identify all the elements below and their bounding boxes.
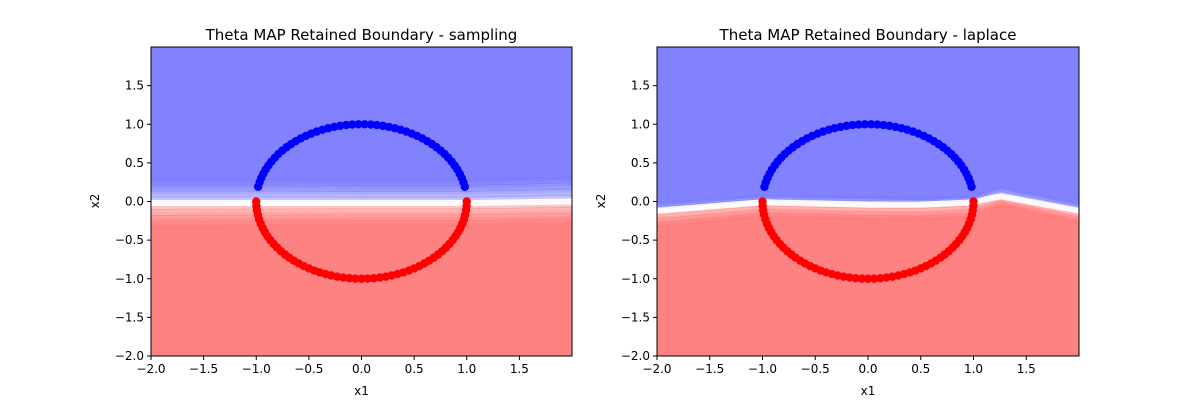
- laplace-upper-contour-band: [657, 191, 1079, 211]
- sampling-contour-line: [151, 207, 572, 210]
- sampling-contour-line: [151, 176, 572, 181]
- laplace-lower-contour-band: [657, 196, 1079, 219]
- x-tick-label: −0.5: [294, 362, 323, 376]
- y-tick-label: −1.5: [621, 310, 650, 324]
- sampling-contour-line: [151, 188, 572, 192]
- laplace-contour-line: [657, 186, 1079, 204]
- laplace-contour-line: [657, 203, 1079, 224]
- laplace-contour-line: [657, 200, 1079, 220]
- y-tick-label: −1.0: [115, 272, 144, 286]
- data-point: [363, 274, 372, 283]
- data-point: [969, 197, 978, 206]
- data-point: [879, 120, 888, 130]
- x-tick-label: −1.0: [748, 362, 777, 376]
- y-tick-label: −0.5: [621, 233, 650, 247]
- data-point: [760, 182, 769, 191]
- x-tick-label: −1.0: [242, 362, 271, 376]
- sampling-decision-boundary: [151, 198, 572, 207]
- y-tick-label: −1.0: [621, 272, 650, 286]
- sampling-contour-line: [151, 182, 572, 186]
- laplace-contour-line: [657, 191, 1079, 208]
- y-tick-label: 1.5: [631, 79, 650, 93]
- x-tick-label: 1.5: [1017, 362, 1036, 376]
- x-tick-label: 0.5: [911, 362, 930, 376]
- y-tick-label: 0.0: [631, 195, 650, 209]
- data-point: [860, 120, 870, 129]
- x-tick-label: −1.5: [695, 362, 724, 376]
- data-point: [863, 274, 873, 283]
- y-tick-label: −2.0: [115, 349, 144, 363]
- x-tick-label: 1.0: [457, 362, 476, 376]
- y-tick-label: 1.0: [631, 117, 650, 131]
- laplace-series-blue: [760, 120, 976, 191]
- data-point: [851, 274, 860, 283]
- laplace-ylabel: x2: [594, 194, 608, 209]
- sampling-plot-area: [151, 47, 572, 356]
- laplace-decision-boundary: [657, 193, 1079, 214]
- data-point: [357, 274, 366, 283]
- y-tick-label: −0.5: [115, 233, 144, 247]
- sampling-contour-line: [151, 195, 572, 198]
- sampling-ylabel: x2: [88, 194, 102, 209]
- y-tick-label: 0.0: [125, 195, 144, 209]
- data-point: [876, 274, 885, 283]
- data-point: [354, 120, 363, 129]
- sampling-contour-line: [151, 218, 572, 222]
- sampling-contour-line: [151, 224, 572, 229]
- data-point: [339, 273, 348, 282]
- data-point: [345, 274, 354, 283]
- x-tick-label: −2.0: [642, 362, 671, 376]
- data-point: [848, 120, 857, 130]
- x-tick-label: 1.5: [510, 362, 529, 376]
- data-point: [372, 120, 382, 130]
- y-tick-label: 1.5: [125, 79, 144, 93]
- x-tick-label: 1.0: [964, 362, 983, 376]
- data-point: [873, 120, 882, 129]
- x-tick-label: −1.5: [189, 362, 218, 376]
- data-point: [351, 274, 360, 283]
- laplace-contour-line: [657, 188, 1079, 206]
- laplace-upper-contour-band: [657, 190, 1079, 211]
- data-point: [462, 197, 471, 206]
- data-point: [869, 274, 879, 283]
- data-point: [360, 120, 369, 129]
- y-tick-label: 1.0: [125, 117, 144, 131]
- data-point: [854, 120, 863, 129]
- y-tick-label: 0.5: [631, 156, 650, 170]
- x-tick-label: 0.5: [405, 362, 424, 376]
- x-tick-label: 0.0: [352, 362, 371, 376]
- y-tick-label: −1.5: [115, 310, 144, 324]
- x-tick-label: −0.5: [801, 362, 830, 376]
- laplace-contour-line: [657, 205, 1079, 228]
- sampling-xlabel: x1: [354, 384, 369, 398]
- sampling-series-blue: [253, 120, 470, 191]
- y-tick-label: −2.0: [621, 349, 650, 363]
- laplace-upper-region: [657, 47, 1079, 211]
- sampling-series-red: [252, 197, 471, 283]
- laplace-xlabel: x1: [861, 384, 876, 398]
- data-point: [857, 274, 867, 283]
- laplace-plot-area: [657, 47, 1079, 356]
- y-tick-label: 0.5: [125, 156, 144, 170]
- data-point: [885, 121, 894, 131]
- laplace-series-red: [758, 197, 978, 283]
- sampling-contour-line: [151, 212, 572, 216]
- x-tick-label: −2.0: [136, 362, 165, 376]
- laplace-upper-contour-band: [657, 188, 1079, 211]
- data-point: [845, 273, 854, 282]
- data-point: [366, 120, 375, 129]
- laplace-title: Theta MAP Retained Boundary - laplace: [719, 26, 1017, 44]
- x-tick-label: 0.0: [858, 362, 877, 376]
- data-point: [348, 120, 357, 129]
- data-point: [253, 182, 263, 191]
- laplace-upper-contour-band: [657, 187, 1079, 211]
- data-point: [866, 120, 876, 129]
- data-point: [369, 274, 378, 283]
- laplace-panel: Theta MAP Retained Boundary - laplace x1…: [594, 26, 1080, 398]
- sampling-title: Theta MAP Retained Boundary - sampling: [205, 26, 518, 44]
- sampling-panel: Theta MAP Retained Boundary - sampling x…: [88, 26, 573, 398]
